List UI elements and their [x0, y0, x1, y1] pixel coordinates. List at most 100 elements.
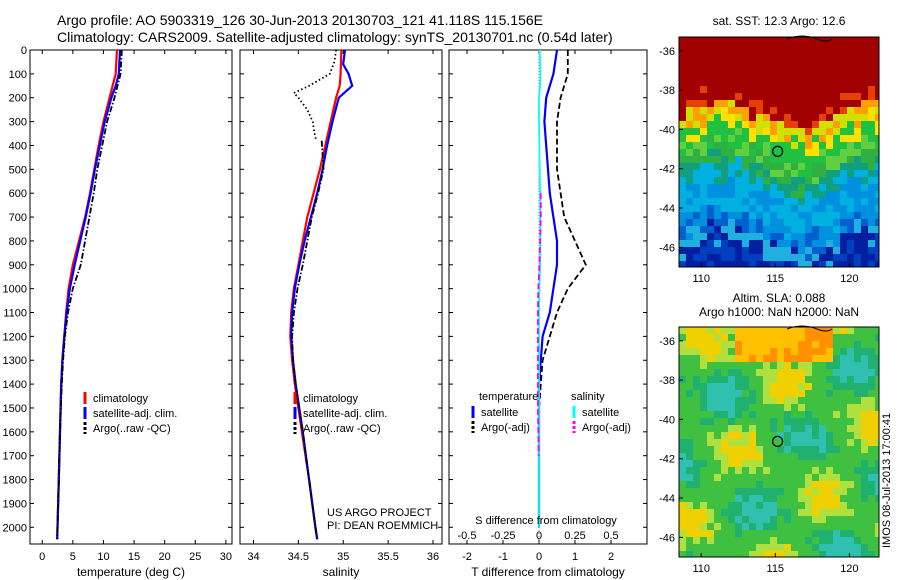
map-cell — [784, 114, 791, 121]
map-cell — [826, 467, 833, 474]
map-cell — [721, 205, 728, 212]
map-cell — [728, 233, 735, 240]
map-cell — [756, 495, 763, 502]
xaxis-label-salinity-panel: salinity — [323, 565, 360, 579]
map-cell — [707, 240, 714, 247]
map-cell — [714, 432, 721, 439]
map-cell — [777, 544, 784, 551]
map-cell — [686, 114, 693, 121]
map-cell — [693, 247, 700, 254]
map-cell — [700, 205, 707, 212]
map-cell — [840, 453, 847, 460]
map-cell — [756, 86, 763, 93]
map-cell — [777, 226, 784, 233]
map-cell — [749, 184, 756, 191]
sst-map — [679, 37, 879, 267]
map-cell — [728, 72, 735, 79]
map-cell — [826, 100, 833, 107]
map-cell — [679, 184, 686, 191]
map-cell — [721, 446, 728, 453]
map-cell — [777, 474, 784, 481]
map-cell — [714, 348, 721, 355]
map-cell — [868, 460, 875, 467]
map-cell — [805, 537, 812, 544]
map-cell — [798, 530, 805, 537]
map-cell — [756, 135, 763, 142]
map-cell — [770, 142, 777, 149]
map-cell — [693, 488, 700, 495]
map-cell — [735, 72, 742, 79]
map-cell — [868, 551, 875, 557]
map-cell — [854, 261, 861, 267]
map-cell — [728, 163, 735, 170]
map-cell — [679, 390, 686, 397]
map-cell — [826, 114, 833, 121]
map-cell — [735, 107, 742, 114]
map-cell — [707, 72, 714, 79]
map-cell — [861, 376, 868, 383]
map-cell — [784, 327, 791, 334]
map-cell — [826, 205, 833, 212]
map-cell — [763, 51, 770, 58]
map-cell — [847, 205, 854, 212]
map-cell — [749, 212, 756, 219]
map-cell — [763, 488, 770, 495]
map-cell — [742, 439, 749, 446]
map-cell — [791, 523, 798, 530]
map-cell — [791, 453, 798, 460]
map-cell — [714, 327, 721, 334]
map-cell — [805, 114, 812, 121]
map-cell — [812, 128, 819, 135]
map-cell — [812, 100, 819, 107]
map-cell — [770, 495, 777, 502]
map-cell — [700, 474, 707, 481]
map-cell — [700, 327, 707, 334]
map-cell — [721, 481, 728, 488]
map-cell — [693, 128, 700, 135]
map-cell — [798, 537, 805, 544]
map-cell — [875, 474, 879, 481]
map-cell — [714, 355, 721, 362]
map-cell — [686, 184, 693, 191]
map-cell — [770, 453, 777, 460]
map-cell — [707, 446, 714, 453]
map-cell — [868, 135, 875, 142]
map-cell — [749, 114, 756, 121]
map-cell — [861, 544, 868, 551]
map-cell — [861, 177, 868, 184]
xtick-label: -2 — [462, 551, 472, 563]
map-cell — [861, 460, 868, 467]
map-cell — [791, 128, 798, 135]
map-cell — [735, 404, 742, 411]
map-cell — [763, 481, 770, 488]
map-cell — [714, 79, 721, 86]
map-cell — [763, 100, 770, 107]
map-cell — [805, 107, 812, 114]
map-cell — [854, 509, 861, 516]
map-cell — [868, 93, 875, 100]
map-cell — [707, 37, 714, 44]
map-cell — [854, 376, 861, 383]
map-cell — [854, 198, 861, 205]
map-cell — [679, 240, 686, 247]
map-cell — [861, 65, 868, 72]
map-cell — [854, 383, 861, 390]
map-cell — [875, 537, 879, 544]
map-cell — [707, 334, 714, 341]
map-cell — [868, 163, 875, 170]
map-cell — [840, 142, 847, 149]
map-cell — [770, 170, 777, 177]
map-cell — [805, 362, 812, 369]
map-cell — [742, 446, 749, 453]
map-cell — [770, 523, 777, 530]
map-cell — [777, 261, 784, 267]
map-cell — [868, 58, 875, 65]
map-cell — [854, 439, 861, 446]
map-cell — [847, 383, 854, 390]
map-cell — [798, 135, 805, 142]
map-cell — [840, 79, 847, 86]
map-cell — [784, 523, 791, 530]
map-cell — [742, 86, 749, 93]
map-cell — [854, 390, 861, 397]
map-cell — [798, 432, 805, 439]
